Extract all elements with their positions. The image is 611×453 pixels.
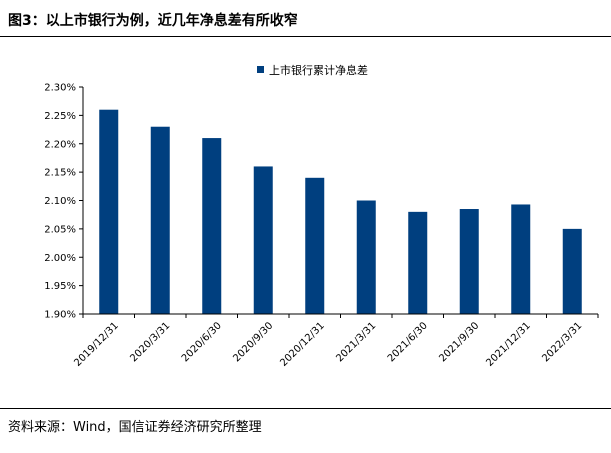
y-tick-label: 1.90%	[44, 310, 76, 321]
y-tick-label: 2.05%	[44, 224, 76, 235]
bar	[253, 166, 273, 314]
x-tick-label: 2020/9/30	[231, 320, 275, 364]
x-tick-label: 2020/3/31	[128, 320, 172, 364]
y-tick-label: 2.30%	[44, 83, 76, 94]
y-tick-label: 2.15%	[44, 168, 76, 179]
y-tick-label: 2.25%	[44, 111, 76, 122]
bar	[150, 126, 170, 314]
bottom-rule	[0, 408, 611, 409]
x-tick-label: 2021/12/31	[484, 320, 533, 369]
bar-chart: 上市银行累计净息差 1.90% 1.95% 2.00% 2.05% 2.10% 2.15%…	[44, 63, 599, 369]
figure-title: 图3：以上市银行为例，近几年净息差有所收窄	[8, 13, 298, 29]
top-rule	[0, 36, 611, 37]
bar	[99, 109, 119, 314]
x-axis: 2019/12/31 2020/3/31 2020/6/30 2020/9/30 202…	[72, 313, 599, 369]
bar	[356, 200, 376, 314]
source-note: 资料来源：Wind，国信证券经济研究所整理	[8, 420, 262, 435]
x-tick-label: 2021/3/31	[334, 320, 378, 364]
bars	[99, 109, 582, 314]
x-tick-label: 2021/6/30	[386, 320, 430, 364]
y-tick-label: 1.95%	[44, 281, 76, 292]
y-tick-label: 2.20%	[44, 139, 76, 150]
legend-label: 上市银行累计净息差	[269, 63, 368, 77]
x-tick-label: 2022/3/31	[540, 320, 584, 364]
x-tick-label: 2019/12/31	[72, 320, 121, 369]
bar	[562, 228, 582, 314]
bar	[305, 177, 325, 314]
y-axis: 1.90% 1.95% 2.00% 2.05% 2.10% 2.15% 2.20% 2.25%…	[44, 83, 84, 321]
x-tick-label: 2020/6/30	[180, 320, 224, 364]
bar	[511, 204, 531, 314]
bar	[408, 211, 428, 314]
legend-swatch	[257, 66, 264, 73]
y-tick-label: 2.10%	[44, 196, 76, 207]
bar	[459, 209, 479, 314]
x-tick-label: 2020/12/31	[278, 320, 327, 369]
y-tick-label: 2.00%	[44, 253, 76, 264]
legend: 上市银行累计净息差	[257, 63, 368, 77]
bar	[202, 138, 222, 314]
x-tick-label: 2021/9/30	[437, 320, 481, 364]
